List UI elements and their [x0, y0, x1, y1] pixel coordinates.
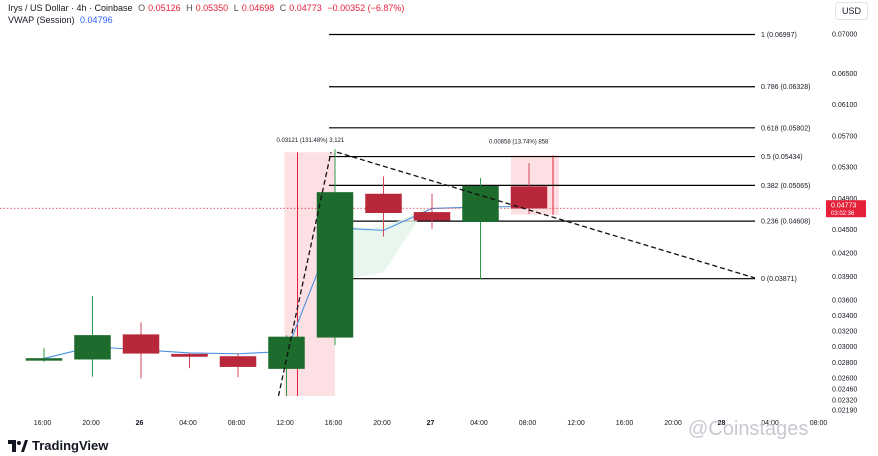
x-tick-label: 12:00 — [567, 420, 585, 427]
y-tick-label: 0.02600 — [832, 375, 857, 382]
y-tick-label: 0.04200 — [832, 250, 857, 257]
x-tick-label: 12:00 — [276, 420, 294, 427]
fib-level-label: 0.382 (0.05065) — [761, 183, 810, 190]
x-tick-label: 08:00 — [228, 420, 246, 427]
y-tick-label: 0.05300 — [832, 165, 857, 172]
y-tick-label: 0.05700 — [832, 133, 857, 140]
candle-body[interactable] — [171, 353, 208, 357]
candle-body[interactable] — [74, 335, 111, 360]
watermark-text: @Coinstages — [688, 418, 809, 440]
y-tick-label: 0.03400 — [832, 313, 857, 320]
y-tick-label: 0.02320 — [832, 397, 857, 404]
trendline-up[interactable] — [277, 152, 332, 397]
y-tick-label: 0.03000 — [832, 344, 857, 351]
close-label: C — [279, 3, 287, 13]
vwap-label: VWAP (Session) — [8, 15, 75, 25]
change-value: −0.00352 (−6.87%) — [327, 3, 405, 13]
fib-level-label: 0 (0.03871) — [761, 276, 797, 283]
low-label: L — [233, 3, 239, 13]
symbol-header: Irys / US Dollar · 4h · Coinbase O 0.0512… — [8, 3, 407, 13]
fib-level-label: 0.236 (0.04608) — [761, 219, 810, 226]
trendline-down[interactable] — [336, 151, 756, 279]
x-tick-label: 16:00 — [616, 420, 634, 427]
current-price-countdown: 03:02:36 — [831, 211, 855, 217]
vwap-band — [335, 207, 426, 281]
x-tick-label: 04:00 — [470, 420, 488, 427]
x-tick-label: 28 — [718, 420, 726, 427]
tradingview-logo[interactable]: TradingView — [8, 438, 108, 453]
y-tick-label: 0.03600 — [832, 297, 857, 304]
x-tick-label: 04:00 — [179, 420, 197, 427]
y-tick-label: 0.02190 — [832, 408, 857, 415]
x-tick-label: 16:00 — [34, 420, 52, 427]
open-value: 0.05126 — [148, 3, 181, 13]
x-tick-label: 20:00 — [82, 420, 100, 427]
candle-body[interactable] — [25, 358, 63, 361]
y-tick-label: 0.02460 — [832, 386, 857, 393]
y-tick-label: 0.04500 — [832, 227, 857, 234]
open-label: O — [138, 3, 146, 13]
x-tick-label: 20:00 — [664, 420, 682, 427]
high-value: 0.05350 — [195, 3, 229, 13]
current-price-value: 0.04773 — [831, 203, 856, 210]
candle-body[interactable] — [510, 186, 548, 209]
symbol-title[interactable]: Irys / US Dollar · 4h · Coinbase — [8, 3, 133, 13]
candle-body[interactable] — [122, 334, 160, 354]
y-tick-label: 0.03900 — [832, 274, 857, 281]
low-value: 0.04698 — [241, 3, 275, 13]
candle-body[interactable] — [413, 212, 451, 221]
x-tick-label: 04:00 — [761, 420, 779, 427]
y-tick-label: 0.04900 — [832, 196, 857, 203]
y-tick-label: 0.02800 — [832, 360, 857, 367]
range-measure-label: 0.00858 (13.74%) 858 — [489, 139, 549, 145]
vwap-value: 0.04796 — [80, 15, 113, 25]
x-tick-label: 16:00 — [325, 420, 343, 427]
fib-level-label: 0.618 (0.05802) — [761, 125, 810, 132]
candle-body[interactable] — [219, 356, 257, 367]
tradingview-logo-text: TradingView — [32, 438, 109, 453]
x-tick-label: 27 — [427, 420, 435, 427]
x-tick-label: 08:00 — [810, 420, 828, 427]
y-tick-label: 0.06100 — [832, 102, 857, 109]
candle-body[interactable] — [316, 192, 354, 338]
x-tick-label: 20:00 — [373, 420, 391, 427]
tradingview-logo-icon — [8, 439, 28, 452]
high-label: H — [186, 3, 193, 13]
fib-level-label: 1 (0.06997) — [761, 32, 797, 39]
y-tick-label: 0.03200 — [832, 329, 857, 336]
y-tick-label: 0.07000 — [832, 32, 857, 39]
candle-body[interactable] — [268, 336, 305, 369]
range-measure-label: 0.03121 (131.48%) 3,121 — [277, 138, 345, 144]
vwap-legend[interactable]: VWAP (Session) 0.04796 — [8, 15, 116, 25]
x-tick-label: 26 — [136, 420, 144, 427]
close-value: 0.04773 — [289, 3, 322, 13]
fib-level-label: 0.5 (0.05434) — [761, 154, 803, 161]
candle-body[interactable] — [365, 193, 402, 214]
fib-level-label: 0.786 (0.06328) — [761, 84, 810, 91]
current-price-tag — [826, 200, 866, 218]
currency-button[interactable]: USD — [834, 2, 868, 20]
y-tick-label: 0.06500 — [832, 71, 857, 78]
x-tick-label: 08:00 — [519, 420, 537, 427]
